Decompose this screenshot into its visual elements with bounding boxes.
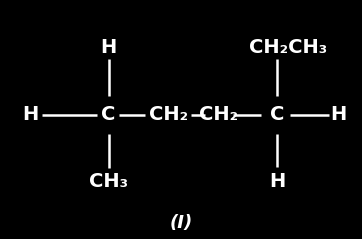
Text: H: H [269,172,285,191]
Text: CH₃: CH₃ [89,172,128,191]
Text: H: H [23,105,39,124]
Text: CH₂: CH₂ [149,105,188,124]
Text: H: H [101,38,117,57]
Text: (I): (I) [169,214,193,233]
Text: C: C [101,105,116,124]
Text: C: C [270,105,284,124]
Text: CH₂: CH₂ [199,105,239,124]
Text: CH₂CH₃: CH₂CH₃ [249,38,327,57]
Text: H: H [331,105,346,124]
